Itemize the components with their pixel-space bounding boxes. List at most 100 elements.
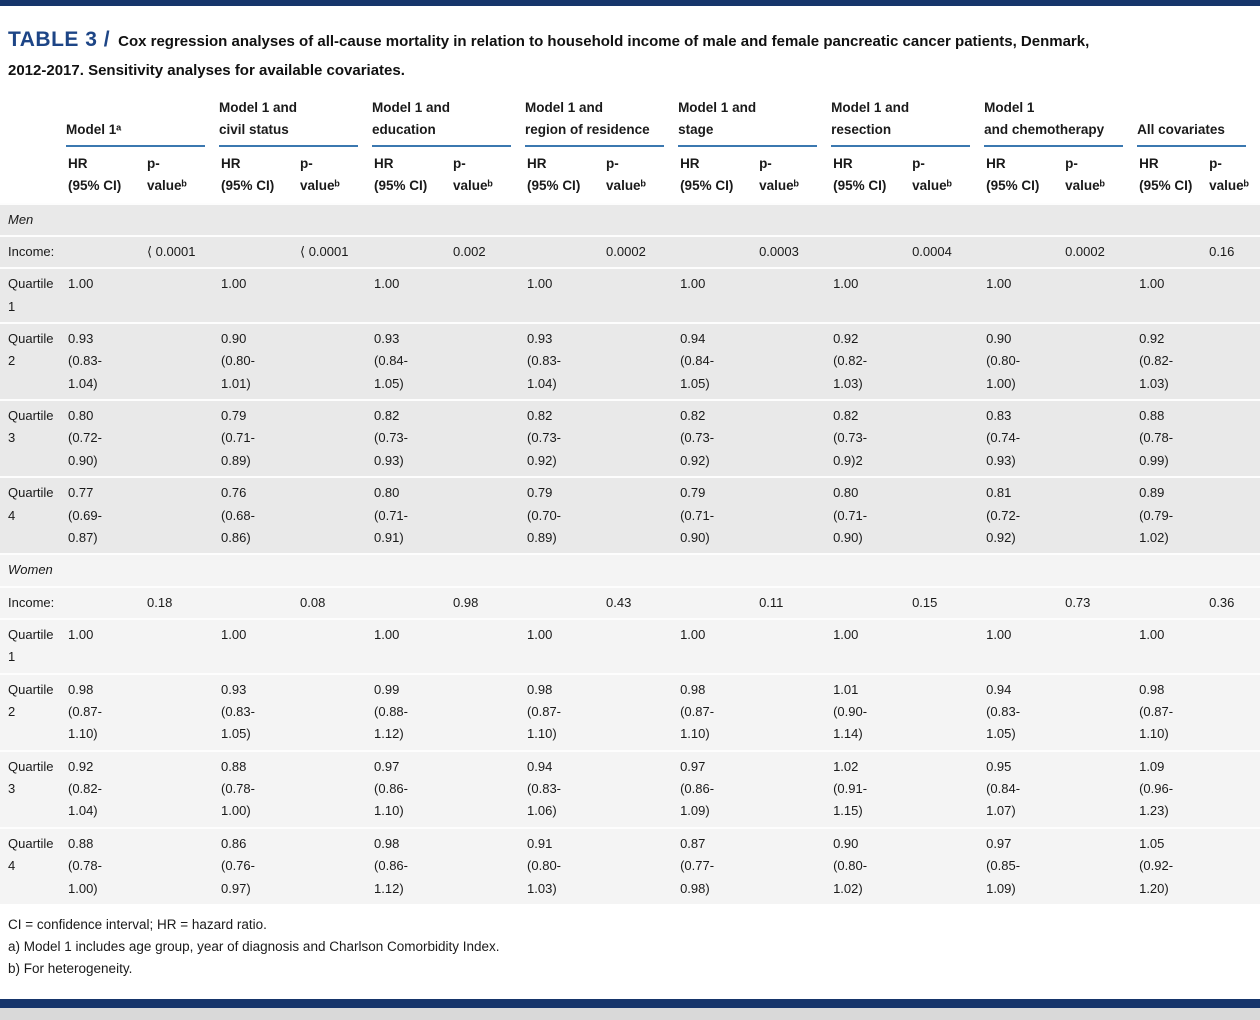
p-value-cell [1063, 826, 1138, 904]
table-body: Men Income: ⟨ 0.0001 ⟨ 0.0001 0.002 0.0002 0.0… [0, 202, 1260, 904]
hr-column-header: HR (95% CI) [219, 147, 299, 204]
footnote-abbreviations: CI = confidence interval; HR = hazard ra… [8, 916, 267, 932]
p-value-cell [910, 672, 985, 751]
table-row: Quartile 4 0.88 (0.78- 1.00) 0.86 (0.76- 0… [0, 826, 1260, 904]
hr-cell: 0.79 (0.70- 0.89) [525, 476, 605, 555]
hr-cell: 1.00 [678, 617, 758, 674]
hr-cell: 1.00 [831, 267, 911, 323]
p-value-cell [451, 617, 526, 674]
p-value-cell [910, 749, 985, 828]
p-value-cell [910, 476, 985, 555]
hr-column-header: HR (95% CI) [525, 147, 605, 204]
column-group-civil-status: Model 1 and civil status [219, 97, 373, 148]
hr-cell: 0.94 (0.83- 1.06) [525, 749, 605, 828]
p-value-cell [451, 267, 526, 323]
hr-cell: 0.86 (0.76- 0.97) [219, 826, 299, 904]
table-row: Quartile 1 1.00 1.00 1.00 1.00 1.00 1.00 1.00 1.… [0, 267, 1260, 323]
p-value-cell [757, 399, 832, 478]
p-value-cell: 0.15 [910, 585, 985, 619]
hr-cell: 0.83 (0.74- 0.93) [984, 399, 1064, 478]
p-value-cell [604, 476, 679, 555]
p-value-cell [604, 749, 679, 828]
hr-cell: 1.00 [525, 267, 605, 323]
p-value-cell [298, 267, 373, 323]
table-row: Income: 0.18 0.08 0.98 0.43 0.11 0.15 0.73 0.36 [0, 585, 1260, 619]
hr-cell: 1.00 [525, 617, 605, 674]
top-rule [0, 0, 1260, 6]
p-value-cell: 0.16 [1207, 234, 1260, 269]
hr-cell: 0.88 (0.78- 1.00) [219, 749, 299, 828]
hr-cell: 0.93 (0.83- 1.04) [66, 321, 145, 401]
p-value-cell [757, 267, 832, 323]
p-value-cell [1207, 672, 1260, 751]
section-row: Women [0, 553, 1260, 587]
p-value-cell [451, 399, 526, 478]
row-label: Quartile 3 [0, 399, 66, 478]
hr-cell: 0.79 (0.71- 0.89) [219, 399, 299, 478]
hr-cell: 0.90 (0.80- 1.00) [984, 321, 1064, 401]
hr-cell: 1.01 (0.90- 1.14) [831, 672, 911, 751]
p-value-cell [1063, 672, 1138, 751]
section-label: Men [0, 202, 1260, 236]
hr-cell: 0.98 (0.87- 1.10) [1137, 672, 1208, 751]
footnote-b: b) For heterogeneity. [8, 960, 133, 976]
p-value-cell: ⟨ 0.0001 [298, 234, 373, 269]
column-group-resection: Model 1 and resection [831, 97, 985, 148]
p-value-cell [298, 476, 373, 555]
column-group-label: Model 1 and chemotherapy [984, 97, 1124, 148]
p-value-column-header: p- valueᵇ [145, 147, 220, 204]
hr-cell: 0.90 (0.80- 1.01) [219, 321, 299, 401]
p-value-cell [604, 399, 679, 478]
table-row: Quartile 1 1.00 1.00 1.00 1.00 1.00 1.00 1.00 1.… [0, 617, 1260, 674]
p-value-cell [757, 672, 832, 751]
p-value-cell [145, 749, 220, 828]
hr-cell: 0.91 (0.80- 1.03) [525, 826, 605, 904]
p-value-column-header: p- valueᵇ [604, 147, 679, 204]
corner-cell [0, 147, 66, 204]
p-value-cell: 0.0003 [757, 234, 832, 269]
hr-cell: 1.09 (0.96- 1.23) [1137, 749, 1208, 828]
hr-cell: 0.94 (0.83- 1.05) [984, 672, 1064, 751]
p-value-column-header: p- valueᵇ [451, 147, 526, 204]
bottom-rule [0, 999, 1260, 1009]
p-value-cell: ⟨ 0.0001 [145, 234, 220, 269]
row-label: Quartile 1 [0, 267, 66, 323]
hr-cell [831, 585, 911, 619]
p-value-cell [1063, 617, 1138, 674]
p-value-cell [757, 749, 832, 828]
table-row: Quartile 3 0.80 (0.72- 0.90) 0.79 (0.71- 0… [0, 399, 1260, 478]
hr-column-header: HR (95% CI) [984, 147, 1064, 204]
hr-cell: 0.80 (0.72- 0.90) [66, 399, 145, 478]
p-value-column-header: p- valueᵇ [298, 147, 373, 204]
table-row: Quartile 3 0.92 (0.82- 1.04) 0.88 (0.78- 1… [0, 749, 1260, 828]
p-value-cell [298, 672, 373, 751]
p-value-cell [451, 672, 526, 751]
p-value-cell [451, 749, 526, 828]
hr-cell: 0.94 (0.84- 1.05) [678, 321, 758, 401]
hr-cell: 0.87 (0.77- 0.98) [678, 826, 758, 904]
p-value-cell: 0.18 [145, 585, 220, 619]
column-group-label: Model 1 and stage [678, 97, 818, 148]
hr-cell [219, 585, 299, 619]
section-row: Men [0, 202, 1260, 236]
p-value-cell [451, 826, 526, 904]
p-value-cell [910, 321, 985, 401]
cox-regression-table: Model 1ᵃ Model 1 and civil status Model … [0, 97, 1260, 904]
p-value-cell [1207, 476, 1260, 555]
hr-cell: 0.82 (0.73- 0.92) [525, 399, 605, 478]
hr-cell: 0.89 (0.79- 1.02) [1137, 476, 1208, 555]
column-group-chemotherapy: Model 1 and chemotherapy [984, 97, 1138, 148]
p-value-cell [1207, 267, 1260, 323]
p-value-cell [298, 749, 373, 828]
table-row: Quartile 2 0.98 (0.87- 1.10) 0.93 (0.83- 1… [0, 672, 1260, 751]
hr-cell: 0.92 (0.82- 1.03) [831, 321, 911, 401]
hr-cell [1137, 585, 1208, 619]
p-value-cell [757, 826, 832, 904]
p-value-cell: 0.36 [1207, 585, 1260, 619]
hr-cell [372, 234, 452, 269]
hr-cell: 0.88 (0.78- 1.00) [66, 826, 145, 904]
column-group-label: Model 1 and region of residence [525, 97, 665, 148]
p-value-column-header: p- valueᵇ [1207, 147, 1260, 204]
hr-cell: 1.00 [984, 267, 1064, 323]
row-label: Income: [0, 234, 66, 269]
